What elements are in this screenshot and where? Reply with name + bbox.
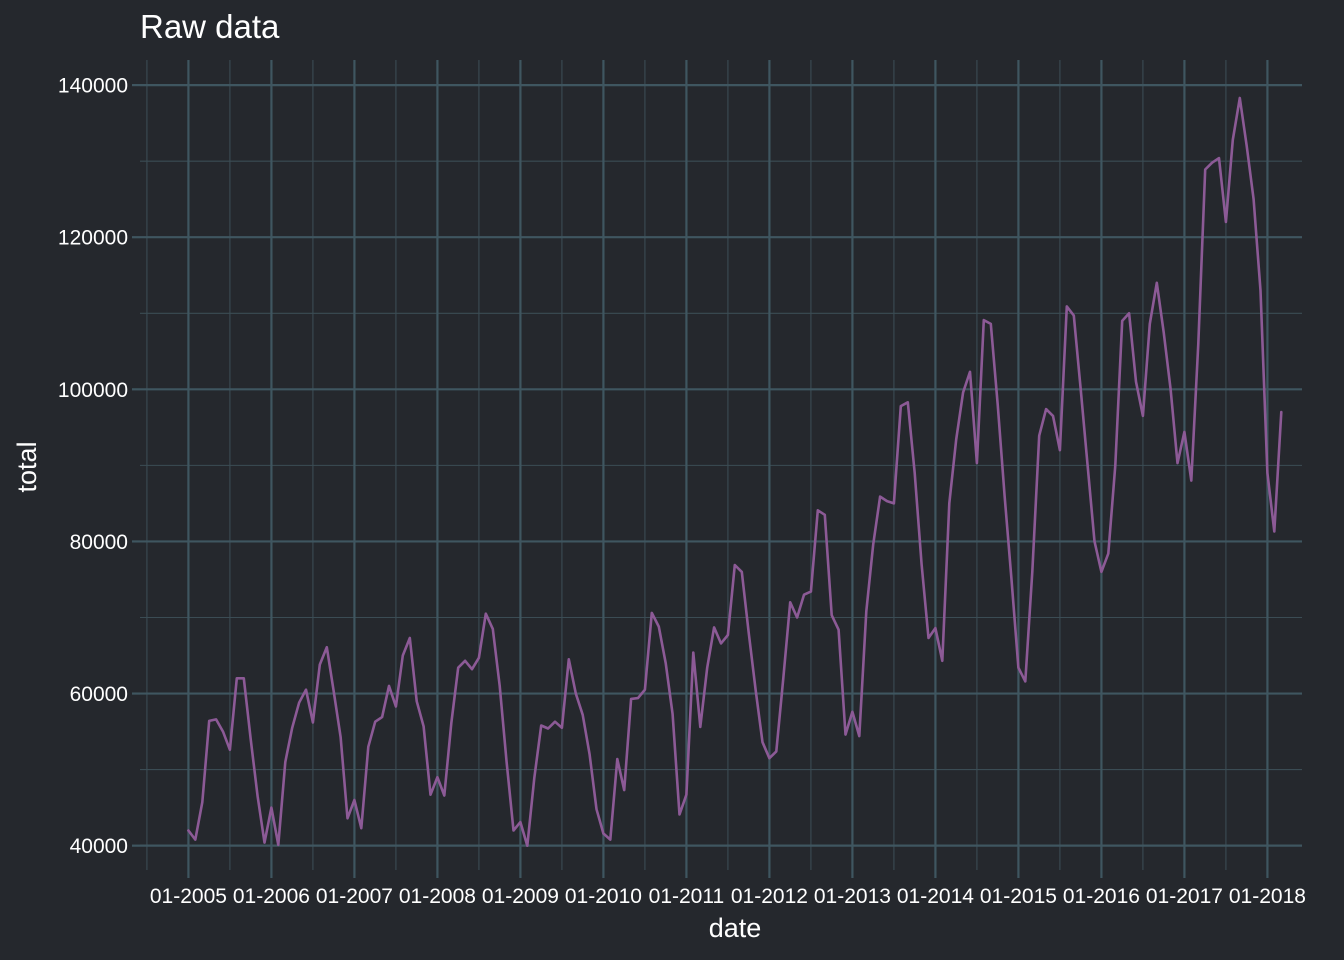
x-tick-label: 01-2015 bbox=[980, 885, 1057, 908]
tick-labels: 01-2005 01-2006 01-2007 01-2008 01-2009 01-20… bbox=[58, 75, 1306, 908]
y-tick-label: 120000 bbox=[58, 227, 128, 250]
y-tick-label: 60000 bbox=[70, 683, 128, 706]
x-tick-label: 01-2006 bbox=[233, 885, 310, 908]
y-tick-label: 100000 bbox=[58, 379, 128, 402]
y-tick-label: 40000 bbox=[70, 835, 128, 858]
x-tick-label: 01-2016 bbox=[1063, 885, 1140, 908]
axis-ticks bbox=[132, 83, 1269, 878]
x-axis-title: date bbox=[709, 913, 762, 943]
x-tick-label: 01-2009 bbox=[482, 885, 559, 908]
x-tick-label: 01-2008 bbox=[399, 885, 476, 908]
x-tick-label: 01-2012 bbox=[731, 885, 808, 908]
x-tick-label: 01-2018 bbox=[1229, 885, 1306, 908]
y-tick-label: 80000 bbox=[70, 531, 128, 554]
series-line bbox=[187, 96, 1283, 848]
x-tick-label: 01-2007 bbox=[316, 885, 393, 908]
x-tick-label: 01-2005 bbox=[150, 885, 227, 908]
x-tick-label: 01-2013 bbox=[814, 885, 891, 908]
x-tick-label: 01-2011 bbox=[649, 885, 725, 908]
x-tick-label: 01-2010 bbox=[565, 885, 642, 908]
chart-title: Raw data bbox=[140, 8, 280, 45]
x-tick-label: 01-2014 bbox=[897, 885, 974, 908]
y-axis-title: total bbox=[12, 441, 42, 492]
y-tick-label: 140000 bbox=[58, 75, 128, 98]
series-layer bbox=[187, 96, 1283, 848]
x-tick-label: 01-2017 bbox=[1146, 885, 1223, 908]
